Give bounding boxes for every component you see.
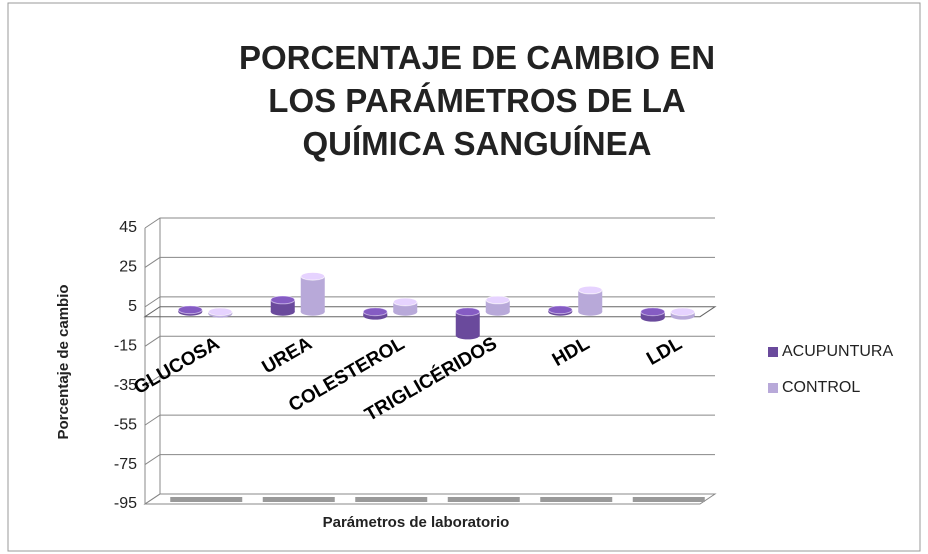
- y-tick-label: -75: [114, 456, 137, 473]
- chart-title: PORCENTAJE DE CAMBIO EN LOS PARÁMETROS DE…: [239, 39, 715, 162]
- grid-line: [144, 414, 715, 426]
- bar-cap: [455, 307, 481, 317]
- floor-shadow: [262, 497, 335, 502]
- grid-line: [144, 217, 715, 229]
- bar-base: [485, 307, 510, 316]
- bar-cap: [670, 307, 696, 317]
- legend-label: ACUPUNTURA: [782, 343, 893, 360]
- bar-cap: [485, 295, 511, 305]
- floor-shadow: [355, 497, 428, 502]
- bar-base: [578, 307, 603, 316]
- bar-cap: [577, 285, 603, 295]
- bar-base: [393, 307, 418, 316]
- zero-line: [143, 306, 717, 318]
- floor-shadow: [540, 497, 613, 502]
- legend-swatch: [768, 347, 778, 357]
- bar-cap: [207, 307, 233, 317]
- y-tick-label: 5: [128, 298, 137, 315]
- grid-line: [144, 256, 715, 268]
- floor-shadow: [447, 497, 520, 502]
- bar: [455, 311, 480, 336]
- y-tick-label: -55: [114, 416, 137, 433]
- y-tick-label: -35: [114, 377, 137, 394]
- bar-cap: [640, 307, 666, 317]
- bar-cap: [547, 305, 573, 315]
- y-tick-label: 25: [119, 259, 137, 276]
- y-tick-label: -95: [114, 495, 137, 512]
- x-axis-label: Parámetros de laboratorio: [323, 514, 510, 531]
- bar: [270, 299, 295, 312]
- bar-cap: [270, 295, 296, 305]
- y-tick-label: 45: [119, 219, 137, 236]
- y-tick-label: -15: [114, 338, 137, 355]
- bar: [578, 290, 603, 312]
- bar-base: [455, 331, 480, 340]
- legend-swatch: [768, 383, 778, 393]
- bar-cap: [392, 297, 418, 307]
- legend-label: CONTROL: [782, 379, 860, 396]
- bar-cap: [362, 307, 388, 317]
- bar-cap: [300, 271, 326, 281]
- grid-line: [144, 493, 715, 505]
- bar: [485, 299, 510, 312]
- bar-cap: [177, 305, 203, 315]
- grid-line: [144, 454, 715, 465]
- grid-line: [144, 375, 715, 387]
- bar-base: [270, 307, 295, 316]
- grid-line: [144, 335, 715, 347]
- bar-base: [300, 307, 325, 316]
- grid-line: [144, 296, 715, 308]
- bar: [300, 276, 325, 312]
- floor-shadow: [170, 497, 243, 502]
- floor-shadow: [632, 497, 705, 502]
- y-axis-label: Porcentaje de cambio: [55, 284, 72, 439]
- bar: [393, 301, 418, 312]
